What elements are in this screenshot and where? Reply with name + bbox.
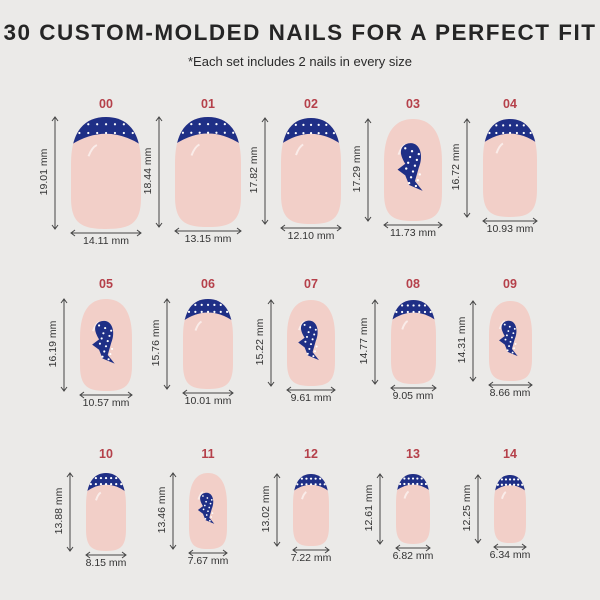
nail-size-number: 14 [503,447,517,461]
nail-height-label: 12.25 mm [461,484,473,531]
nail-size-number: 02 [304,97,318,111]
nail-height-label: 16.19 mm [47,320,59,368]
width-dimension-line [487,381,533,389]
nail-width-label: 8.15 mm [85,557,127,570]
width-dimension-line [292,546,330,554]
nail-width-label: 6.34 mm [489,548,531,561]
height-dimension-line [261,117,269,225]
nail-height-label: 17.29 mm [351,145,363,192]
width-dimension-line [280,224,342,232]
nail-french-tip-image [293,474,329,546]
nail-french-tip-image [390,300,436,385]
width-dimension-line [85,551,127,559]
nail-french-tip-image [494,474,526,543]
width-dimension-line [395,544,431,552]
nail-height-label: 16.72 mm [450,143,462,191]
nail-height-label: 13.46 mm [156,487,168,534]
width-dimension-line [389,384,437,392]
page-title: 30 CUSTOM-MOLDED NAILS FOR A PERFECT FIT [3,20,597,45]
nail-width-label: 14.11 mm [83,235,129,247]
nail-width-label: 13.15 mm [184,233,232,246]
nail-french-tip-image [175,117,241,228]
height-dimension-line [273,473,281,547]
nail-width-label: 8.66 mm [489,386,531,399]
height-dimension-line [267,299,275,387]
nail-height-label: 15.76 mm [150,319,162,367]
nail-french-tip-image [281,117,341,224]
nail-whale-shark-image [488,300,532,381]
nail-french-tip-image [71,117,141,229]
nail-height-label: 15.22 mm [254,318,266,366]
nail-width-label: 12.10 mm [287,229,335,242]
nail-size-number: 03 [406,97,420,111]
nail-size-number: 07 [304,277,318,291]
width-dimension-line [174,227,242,235]
height-dimension-line [169,472,177,551]
width-dimension-line [79,391,133,399]
nail-size-number: 12 [304,447,318,461]
height-dimension-line [371,299,378,386]
height-dimension-line [463,118,471,218]
nail-height-label: 14.77 mm [357,317,370,365]
nail-width-label: 10.01 mm [184,395,232,408]
height-dimension-line [474,473,482,544]
nail-french-tip-image [86,473,126,552]
height-dimension-line [155,116,163,229]
width-dimension-line [182,389,234,397]
height-dimension-line [66,472,74,552]
height-dimension-line [60,298,68,392]
nail-width-label: 10.93 mm [486,223,534,236]
nail-height-label: 13.02 mm [260,485,272,533]
nail-whale-shark-image [287,299,335,386]
nail-width-label: 11.73 mm [390,226,436,239]
nail-whale-shark-image [384,118,442,221]
nail-whale-shark-image [189,473,227,550]
nail-width-label: 7.22 mm [290,552,332,564]
nail-size-number: 01 [201,97,215,111]
page-subtitle: *Each set includes 2 nails in every size [187,54,412,69]
nail-width-label: 9.05 mm [392,390,434,403]
nail-size-number: 00 [99,97,113,111]
width-dimension-line [482,217,538,225]
nail-size-number: 10 [99,447,113,461]
nail-width-label: 9.61 mm [290,391,332,404]
nail-size-number: 11 [201,447,215,461]
nail-size-number: 13 [406,447,420,461]
width-dimension-line [286,386,336,394]
width-dimension-line [188,549,228,557]
nail-french-tip-image [483,119,537,218]
nail-height-label: 19.01 mm [38,148,50,196]
nail-height-label: 18.44 mm [142,147,154,195]
height-dimension-line [376,473,384,546]
nail-height-label: 13.88 mm [53,487,65,535]
nail-size-number: 04 [503,97,517,111]
height-dimension-line [163,298,171,391]
nail-height-label: 12.61 mm [363,484,375,532]
height-dimension-line [51,116,59,230]
nail-width-label: 6.82 mm [392,550,434,563]
height-dimension-line [364,117,372,222]
nail-width-label: 10.57 mm [82,397,130,409]
nail-height-label: 14.31 mm [455,316,468,364]
nail-size-number: 09 [503,277,517,291]
width-dimension-line [493,543,527,550]
height-dimension-line [469,299,476,382]
width-dimension-line [70,229,142,237]
width-dimension-line [383,221,443,228]
nail-width-label: 7.67 mm [187,555,229,568]
nail-size-number: 05 [99,277,113,291]
nail-french-tip-image [183,299,233,390]
nail-height-label: 17.82 mm [248,146,260,194]
nail-size-number: 06 [201,277,215,291]
nail-whale-shark-image [80,299,132,391]
nail-french-tip-image [396,474,430,545]
nail-size-number: 08 [406,277,420,291]
